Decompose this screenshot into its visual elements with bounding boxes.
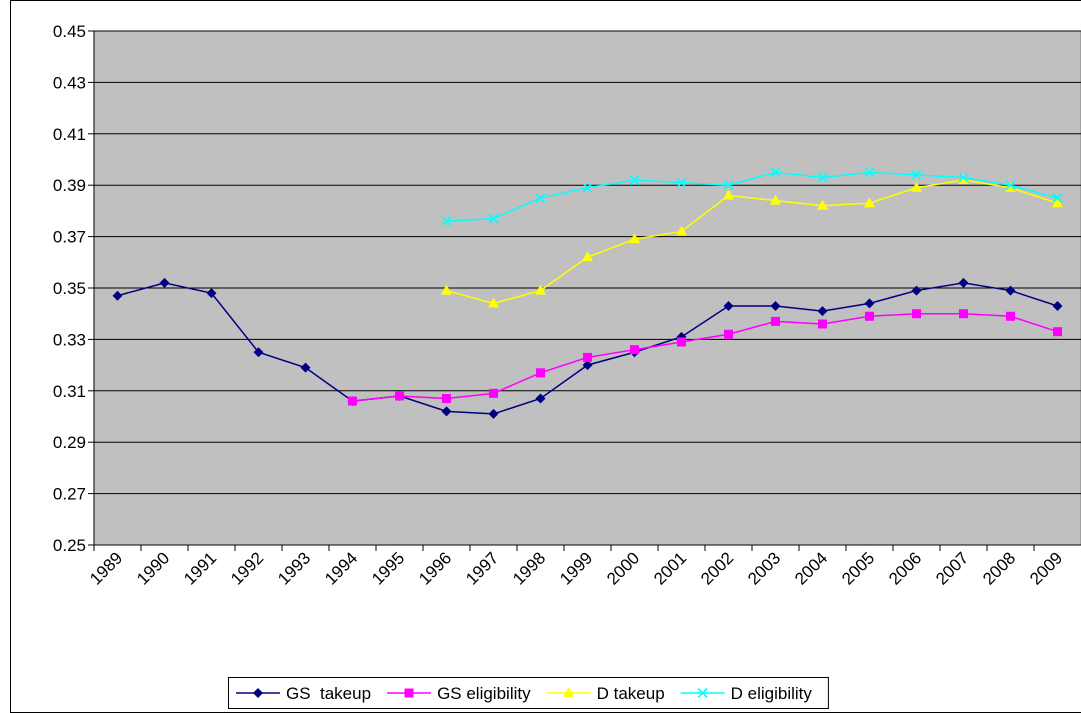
marker <box>629 233 640 244</box>
marker <box>724 329 733 339</box>
y-tick-label: 0.31 <box>53 382 86 401</box>
y-tick-label: 0.29 <box>53 433 86 452</box>
marker <box>817 199 828 210</box>
marker <box>630 345 639 355</box>
marker <box>300 362 311 373</box>
marker <box>535 393 546 404</box>
marker <box>582 251 593 262</box>
marker <box>1052 197 1063 208</box>
marker <box>817 172 828 183</box>
marker <box>911 169 922 180</box>
marker <box>723 189 734 200</box>
marker <box>911 181 922 192</box>
marker <box>771 316 780 326</box>
legend-label: D takeup <box>597 684 665 703</box>
marker <box>112 290 123 301</box>
marker <box>629 174 640 186</box>
marker <box>864 167 875 178</box>
marker <box>582 182 593 193</box>
y-tick-label: 0.43 <box>53 73 86 92</box>
marker <box>677 337 686 347</box>
marker <box>676 225 687 236</box>
marker <box>912 309 921 319</box>
marker <box>348 396 357 406</box>
series-line <box>352 312 1058 402</box>
y-tick-label: 0.25 <box>53 536 86 555</box>
marker <box>563 687 575 697</box>
marker <box>1053 327 1062 337</box>
marker <box>404 688 414 698</box>
marker <box>1052 300 1063 311</box>
marker <box>441 284 452 295</box>
marker <box>253 688 263 698</box>
marker <box>864 298 875 309</box>
marker <box>1005 181 1016 192</box>
marker <box>817 306 828 317</box>
marker <box>723 300 734 311</box>
marker <box>818 319 827 329</box>
marker <box>697 687 708 699</box>
marker <box>206 288 217 299</box>
marker <box>441 216 452 227</box>
marker <box>441 406 452 417</box>
y-tick-label: 0.39 <box>53 176 86 195</box>
marker <box>1006 311 1015 321</box>
series-line <box>446 171 1058 222</box>
marker <box>911 285 922 296</box>
y-tick-label: 0.33 <box>53 330 86 349</box>
marker <box>535 192 546 204</box>
series <box>441 167 1063 227</box>
marker <box>770 167 781 178</box>
marker <box>583 352 592 362</box>
marker <box>1005 285 1016 296</box>
y-tick-label: 0.41 <box>53 125 86 144</box>
legend-label: GS eligibility <box>437 684 531 703</box>
marker <box>959 309 968 319</box>
marker <box>488 408 499 419</box>
marker <box>1052 192 1063 204</box>
series <box>441 174 1063 308</box>
marker <box>958 174 969 185</box>
legend: GS takeup GS eligibility D takeup D eligibi… <box>228 677 829 709</box>
marker <box>488 213 499 224</box>
marker <box>442 394 451 404</box>
legend-label: D eligibility <box>731 684 813 703</box>
marker <box>958 172 969 183</box>
series <box>348 309 1062 406</box>
marker <box>770 300 781 311</box>
marker <box>1005 180 1016 191</box>
marker <box>535 284 546 295</box>
marker <box>723 180 734 191</box>
marker <box>488 297 499 308</box>
marker <box>536 368 545 378</box>
y-tick-label: 0.45 <box>53 22 86 41</box>
marker <box>582 360 593 371</box>
marker <box>958 277 969 288</box>
series <box>112 277 1063 419</box>
legend-box <box>228 677 829 709</box>
marker <box>253 347 264 358</box>
marker <box>159 277 170 288</box>
y-tick-label: 0.35 <box>53 279 86 298</box>
marker <box>864 197 875 208</box>
marker <box>865 311 874 321</box>
series-line <box>446 179 1058 305</box>
marker <box>676 177 687 188</box>
y-tick-label: 0.27 <box>53 485 86 504</box>
marker <box>770 194 781 205</box>
marker <box>489 388 498 398</box>
marker <box>395 391 404 401</box>
y-tick-label: 0.37 <box>53 228 86 247</box>
legend-label: GS takeup <box>286 684 371 703</box>
